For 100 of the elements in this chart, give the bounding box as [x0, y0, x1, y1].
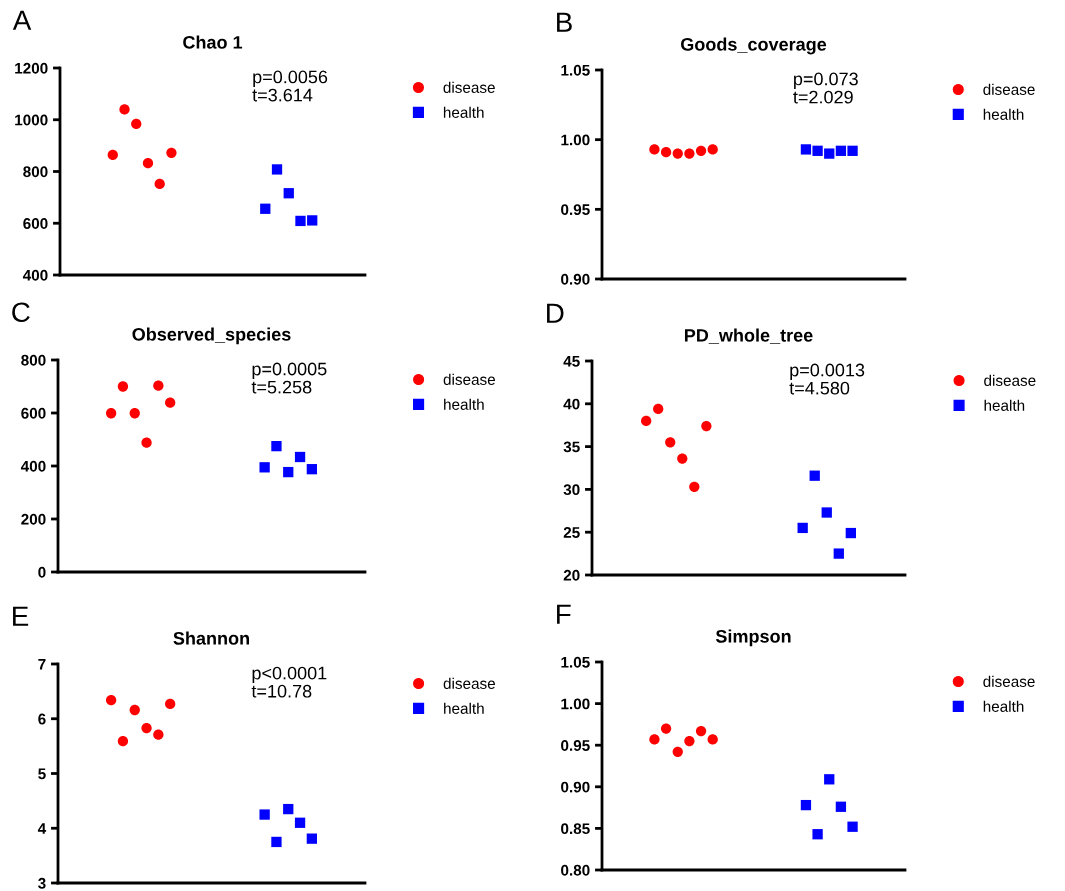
- point: [105, 408, 117, 419]
- point: [294, 817, 306, 828]
- point: [294, 451, 306, 463]
- annotation: p<0.0001 t=10.78: [251, 666, 327, 698]
- chart-title: Goods_coverage: [680, 37, 827, 55]
- text: A: [12, 10, 32, 30]
- point: [271, 836, 282, 848]
- legend-label: health: [444, 398, 484, 410]
- legend-label: disease: [443, 81, 495, 93]
- point: [835, 801, 847, 812]
- point: [824, 774, 835, 785]
- y-tick-label: 0: [38, 566, 46, 578]
- point: [129, 704, 140, 716]
- point: [117, 736, 129, 747]
- y-tick-label: 0.90: [561, 781, 590, 793]
- point: [809, 470, 820, 481]
- point: [306, 464, 318, 475]
- y-tick-label: 30: [563, 484, 580, 496]
- point: [107, 149, 118, 161]
- y-tick-label: 1.00: [561, 698, 590, 710]
- legend-label: disease: [983, 83, 1035, 95]
- chart-title: Simpson: [715, 629, 791, 647]
- point: [131, 118, 142, 130]
- legend-label: health: [443, 106, 484, 118]
- point: [812, 829, 823, 840]
- point: [105, 694, 117, 706]
- point: [141, 437, 152, 448]
- point: [677, 453, 688, 464]
- point: [283, 188, 294, 199]
- y-tick-label: 40: [563, 398, 580, 410]
- point: [141, 722, 152, 734]
- point: [833, 548, 844, 559]
- y-tick-label: 0.80: [561, 864, 590, 876]
- text: B: [557, 12, 572, 32]
- point: [649, 734, 660, 745]
- point: [707, 734, 718, 745]
- point: [154, 178, 165, 190]
- y-tick-label: 1.05: [561, 656, 590, 668]
- chart-title: Shannon: [173, 631, 249, 645]
- annotation: p=0.0013 t=4.580: [789, 363, 865, 395]
- point: [821, 507, 832, 518]
- legend-label: disease: [443, 677, 496, 689]
- point: [271, 164, 283, 175]
- y-tick-label: 800: [23, 166, 48, 178]
- point: [117, 381, 129, 392]
- y-tick-label: 35: [563, 441, 580, 453]
- point: [283, 803, 294, 815]
- y-tick-label: 1200: [15, 62, 48, 74]
- point: [701, 420, 712, 432]
- annotation: p=0.0005 t=5.258: [251, 362, 327, 394]
- y-tick-label: 400: [22, 269, 48, 281]
- text: D: [547, 303, 564, 323]
- point: [271, 440, 282, 452]
- y-tick-label: 1000: [15, 114, 48, 126]
- text: E: [13, 606, 29, 626]
- legend-label: health: [444, 702, 484, 714]
- point: [797, 522, 808, 534]
- y-tick-label: 400: [20, 460, 46, 472]
- point: [283, 466, 294, 478]
- y-tick-label: 7: [38, 659, 46, 670]
- legend-label: disease: [983, 675, 1035, 687]
- y-tick-label: 0.85: [561, 823, 590, 835]
- point: [653, 403, 664, 415]
- point: [689, 481, 700, 492]
- point: [165, 397, 176, 408]
- point: [166, 147, 177, 159]
- point: [165, 698, 176, 710]
- point: [695, 725, 707, 737]
- point: [306, 833, 318, 844]
- y-tick-label: 1.00: [561, 134, 590, 146]
- point: [847, 821, 858, 832]
- annotation: p=0.073 t=2.029: [793, 72, 858, 104]
- point: [129, 408, 140, 419]
- point: [259, 809, 270, 820]
- point: [119, 104, 130, 115]
- y-tick-label: 1.05: [561, 64, 590, 76]
- y-tick-label: 4: [37, 823, 47, 834]
- y-tick-label: 0.90: [561, 273, 590, 285]
- point: [665, 437, 676, 448]
- legend-label: health: [983, 700, 1024, 712]
- y-tick-label: 0.95: [561, 740, 590, 751]
- y-tick-label: 20: [563, 569, 580, 581]
- y-tick-label: 600: [21, 407, 46, 419]
- point: [153, 729, 164, 740]
- legend-label: health: [983, 108, 1024, 120]
- y-tick-label: 25: [563, 527, 580, 538]
- point: [660, 723, 672, 734]
- y-tick-label: 0.95: [561, 204, 590, 216]
- chart-title: Observed_species: [132, 327, 291, 345]
- point: [845, 527, 856, 539]
- text: C: [12, 302, 30, 323]
- point: [800, 799, 812, 811]
- point: [641, 415, 652, 427]
- legend-label: disease: [984, 374, 1036, 386]
- point: [295, 215, 306, 227]
- y-tick-label: 600: [23, 218, 48, 229]
- annotation: p=0.0056 t=3.614: [252, 70, 328, 102]
- point: [684, 735, 695, 747]
- legend-label: disease: [443, 373, 496, 385]
- point: [153, 380, 164, 391]
